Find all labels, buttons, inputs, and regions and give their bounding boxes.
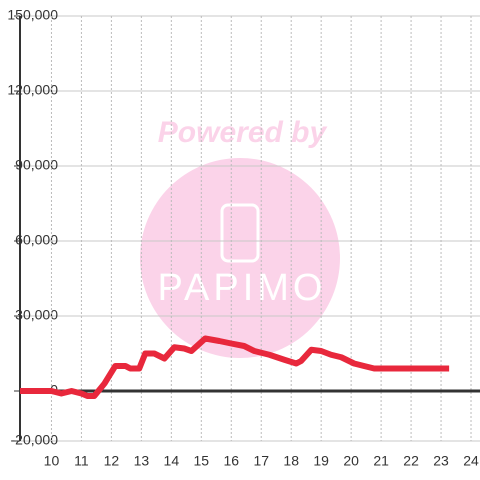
x-tick-label: 23 [433, 453, 449, 469]
x-tick-label: 19 [313, 453, 329, 469]
x-tick-label: 15 [194, 453, 210, 469]
y-tick-label: 90,000 [15, 157, 58, 173]
watermark-icon [220, 203, 260, 263]
x-tick-label: 21 [373, 453, 389, 469]
y-tick-label: 60,000 [15, 232, 58, 248]
x-tick-label: 18 [283, 453, 299, 469]
x-tick-label: 22 [403, 453, 419, 469]
y-tick-label: 120,000 [7, 82, 58, 98]
x-tick-label: 20 [343, 453, 359, 469]
x-tick-label: 11 [74, 453, 89, 469]
watermark-title: Powered by [158, 116, 328, 149]
y-tick-label: -20,000 [11, 432, 59, 448]
y-tick-label: 150,000 [7, 7, 58, 23]
x-tick-label: 17 [253, 453, 269, 469]
x-tick-label: 10 [44, 453, 60, 469]
watermark-logo: PAPIMO [158, 267, 327, 309]
x-tick-label: 24 [463, 453, 479, 469]
x-tick-label: 16 [223, 453, 239, 469]
y-tick-label: 30,000 [15, 307, 58, 323]
x-tick-label: 12 [104, 453, 120, 469]
watermark-circle [140, 158, 340, 358]
x-tick-label: 14 [164, 453, 180, 469]
x-tick-label: 13 [134, 453, 150, 469]
line-series [20, 335, 450, 399]
